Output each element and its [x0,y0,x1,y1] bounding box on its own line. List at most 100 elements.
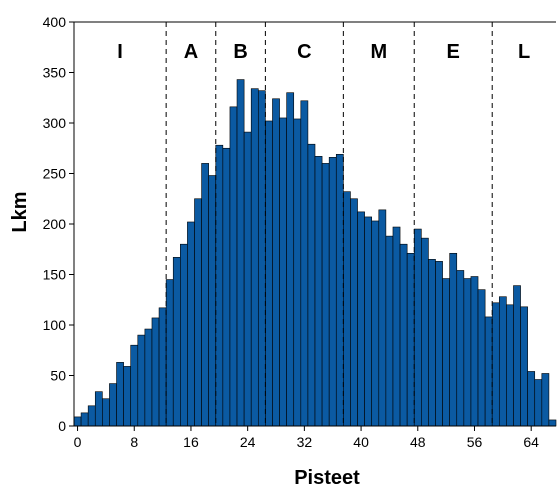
x-tick-label: 64 [523,434,539,450]
bar [520,306,528,427]
bar [73,416,82,427]
bar [477,289,486,427]
bar [548,419,557,427]
bar [279,117,287,427]
x-tick-label: 24 [240,434,256,450]
bar [187,221,195,427]
bar [109,383,117,427]
bar [371,220,380,427]
bar [335,154,344,427]
bar [470,276,479,427]
y-tick-label: 300 [43,115,67,131]
bar [236,79,245,427]
bar [87,405,96,427]
y-axis-title: Lkm [9,191,31,232]
bar [307,143,316,427]
x-tick-label: 56 [467,434,483,450]
x-tick-label: 0 [74,434,82,450]
bar [498,296,507,427]
bar [321,163,330,427]
bar [130,344,139,427]
y-tick-label: 0 [58,418,66,434]
y-tick-label: 200 [43,216,67,232]
bar [449,252,458,427]
bar [378,209,387,427]
bar [350,198,358,427]
bar [250,88,259,427]
bar [293,118,302,427]
bar [180,243,188,427]
grade-label: I [117,41,123,63]
y-tick-labels-group: 0 50 100 150 200 250 300 350 400 [43,14,67,434]
bar [392,226,401,427]
y-tick-label: 250 [43,166,67,182]
bar [463,278,472,427]
bar [215,144,224,427]
bar [194,198,202,427]
bar [527,371,536,427]
bar [137,334,146,427]
bar [413,228,422,427]
bar [357,211,365,427]
bar [172,257,181,427]
bar [541,373,550,427]
grade-boundaries-group [165,22,493,426]
bar [442,278,450,427]
grade-label: A [184,41,198,63]
bar [222,147,231,427]
y-tick-label: 350 [43,65,67,81]
bar [165,279,174,427]
bar [328,157,337,427]
bar [286,92,295,427]
y-tick-label: 150 [43,267,67,283]
bar [123,366,132,427]
bar [435,261,443,427]
bar [456,270,465,427]
grade-label: M [370,41,387,63]
bar [257,90,266,427]
bar [208,175,217,427]
grade-label: E [447,41,460,63]
bar [243,131,252,427]
bar [272,98,280,427]
x-tick-label: 32 [297,434,313,450]
bar [513,285,521,427]
bar [80,412,89,427]
bar [300,100,309,427]
bar [428,259,436,427]
x-tick-label: 48 [410,434,426,450]
y-tick-label: 50 [50,368,66,384]
bar [201,163,209,427]
grade-label: B [233,41,247,63]
bar [406,252,415,427]
x-tick-label: 16 [183,434,199,450]
x-tick-labels-group: 0 8 16 24 32 40 48 56 64 [74,434,540,450]
y-tick-label: 400 [43,14,67,30]
bar [102,398,110,427]
grade-label: L [518,41,530,63]
bar [229,106,238,427]
axes-group [69,21,556,431]
bar [364,216,373,427]
x-tick-label: 8 [130,434,138,450]
bar [144,328,153,427]
bar [158,307,167,427]
y-tick-label: 100 [43,317,67,333]
bar [116,362,124,427]
grade-label: C [297,41,311,63]
bar [534,379,543,427]
bar [94,391,103,427]
bar [343,191,351,427]
bar [491,302,500,427]
x-tick-label: 40 [353,434,369,450]
bar [265,120,273,427]
bar [506,304,514,427]
bar [385,235,394,427]
bar [421,237,429,427]
bar [151,317,160,427]
bar [484,316,493,427]
bar [314,156,323,427]
bars-group [73,79,557,427]
